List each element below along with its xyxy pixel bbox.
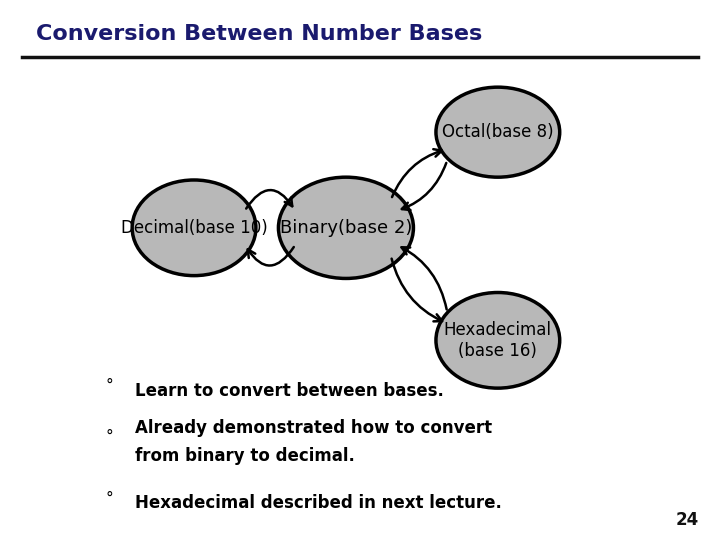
Text: Already demonstrated how to convert: Already demonstrated how to convert xyxy=(135,418,492,436)
Text: Decimal(base 10): Decimal(base 10) xyxy=(121,219,267,237)
Text: Hexadecimal
(base 16): Hexadecimal (base 16) xyxy=(444,321,552,360)
Text: °: ° xyxy=(106,490,114,505)
Text: from binary to decimal.: from binary to decimal. xyxy=(135,447,355,464)
Ellipse shape xyxy=(436,87,559,177)
Text: °: ° xyxy=(106,378,114,393)
Ellipse shape xyxy=(132,180,256,275)
Text: Octal(base 8): Octal(base 8) xyxy=(442,123,554,141)
Text: Hexadecimal described in next lecture.: Hexadecimal described in next lecture. xyxy=(135,495,502,512)
Ellipse shape xyxy=(436,293,559,388)
Text: Conversion Between Number Bases: Conversion Between Number Bases xyxy=(36,24,482,44)
Text: 24: 24 xyxy=(675,511,698,529)
Text: °: ° xyxy=(106,428,114,443)
Text: Learn to convert between bases.: Learn to convert between bases. xyxy=(135,382,444,400)
Text: Binary(base 2): Binary(base 2) xyxy=(280,219,412,237)
Ellipse shape xyxy=(279,177,413,279)
